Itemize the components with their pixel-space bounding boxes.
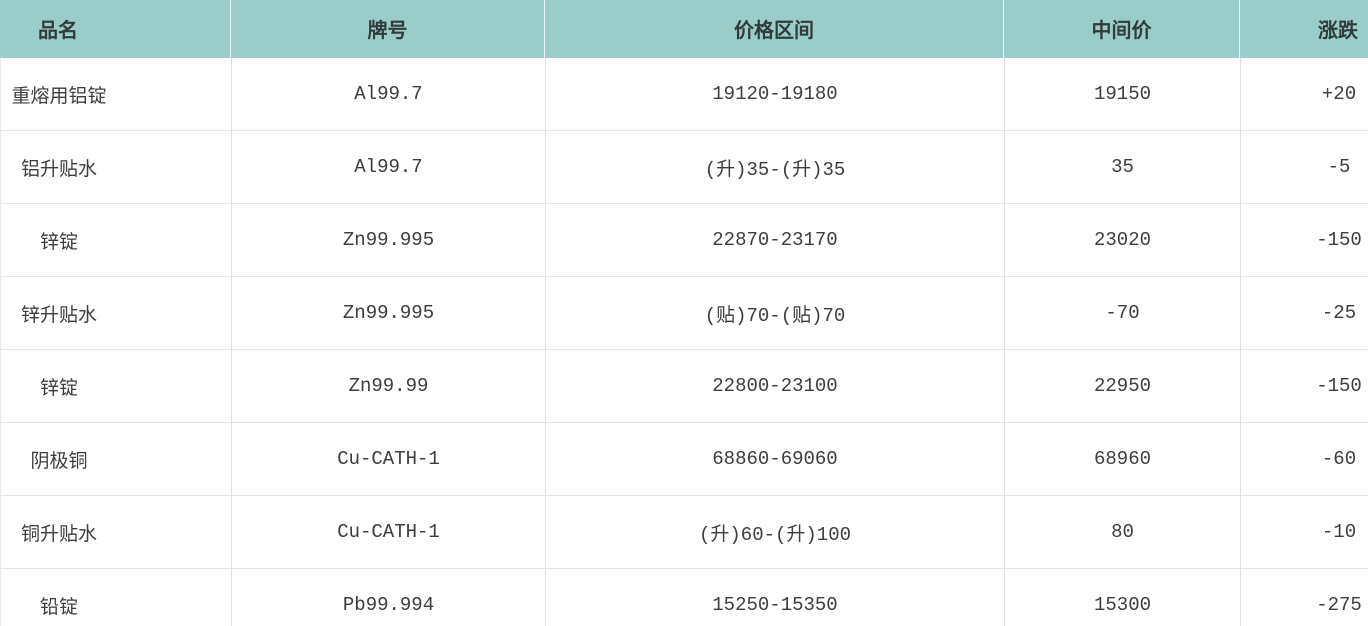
- cell-product-name: 铝升贴水: [1, 131, 232, 203]
- column-header-price-range: 价格区间: [545, 0, 1004, 58]
- table-body: 重熔用铝锭 Al99.7 19120-19180 19150 +20 铝升贴水 …: [0, 58, 1368, 626]
- cell-change: -5: [1327, 156, 1351, 178]
- cell-product-name: 阴极铜: [1, 423, 232, 495]
- cell-mid-price: 68960: [1005, 423, 1241, 495]
- cell-product-name: 锌锭: [1, 204, 232, 276]
- table-header-row: 品名 牌号 价格区间 中间价 涨跌: [0, 0, 1368, 58]
- cell-product-name: 铜升贴水: [1, 496, 232, 568]
- table-row: 铝升贴水 Al99.7 (升)35-(升)35 35 -5: [1, 131, 1368, 204]
- column-header-change: 涨跌: [1318, 21, 1358, 44]
- table-row: 锌锭 Zn99.99 22800-23100 22950 -150: [1, 350, 1368, 423]
- table-row: 铅锭 Pb99.994 15250-15350 15300 -275: [1, 569, 1368, 626]
- cell-price-range: 22870-23170: [546, 204, 1005, 276]
- column-header-product: 品名: [0, 0, 231, 58]
- table-row: 锌锭 Zn99.995 22870-23170 23020 -150: [1, 204, 1368, 277]
- cell-price-range: 68860-69060: [546, 423, 1005, 495]
- cell-grade: Cu-CATH-1: [232, 423, 546, 495]
- cell-grade: Zn99.99: [232, 350, 546, 422]
- cell-grade: Al99.7: [232, 131, 546, 203]
- table-row: 铜升贴水 Cu-CATH-1 (升)60-(升)100 80 -10: [1, 496, 1368, 569]
- cell-change: -275: [1316, 594, 1362, 616]
- table-row: 阴极铜 Cu-CATH-1 68860-69060 68960 -60: [1, 423, 1368, 496]
- cell-mid-price: -70: [1005, 277, 1241, 349]
- cell-grade: Pb99.994: [232, 569, 546, 626]
- cell-price-range: (升)35-(升)35: [546, 131, 1005, 203]
- cell-mid-price: 35: [1005, 131, 1241, 203]
- cell-mid-price: 19150: [1005, 58, 1241, 130]
- cell-product-name: 锌锭: [1, 350, 232, 422]
- cell-grade: Zn99.995: [232, 204, 546, 276]
- cell-product-name: 铅锭: [1, 569, 232, 626]
- cell-product-name: 锌升贴水: [1, 277, 232, 349]
- cell-mid-price: 80: [1005, 496, 1241, 568]
- cell-mid-price: 23020: [1005, 204, 1241, 276]
- cell-product-name: 重熔用铝锭: [1, 58, 232, 130]
- column-header-mid-price: 中间价: [1004, 0, 1240, 58]
- cell-price-range: 19120-19180: [546, 58, 1005, 130]
- cell-change: -150: [1316, 375, 1362, 397]
- cell-price-range: (升)60-(升)100: [546, 496, 1005, 568]
- cell-change: -60: [1321, 448, 1357, 470]
- cell-grade: Zn99.995: [232, 277, 546, 349]
- table-row: 重熔用铝锭 Al99.7 19120-19180 19150 +20: [1, 58, 1368, 131]
- cell-grade: Cu-CATH-1: [232, 496, 546, 568]
- cell-change: +20: [1321, 83, 1357, 105]
- cell-change: -25: [1321, 302, 1357, 324]
- column-header-grade: 牌号: [231, 0, 545, 58]
- cell-price-range: 15250-15350: [546, 569, 1005, 626]
- cell-change: -150: [1316, 229, 1362, 251]
- cell-change: -10: [1321, 521, 1357, 543]
- cell-mid-price: 22950: [1005, 350, 1241, 422]
- cell-price-range: (贴)70-(贴)70: [546, 277, 1005, 349]
- cell-price-range: 22800-23100: [546, 350, 1005, 422]
- cell-grade: Al99.7: [232, 58, 546, 130]
- table-row: 锌升贴水 Zn99.995 (贴)70-(贴)70 -70 -25: [1, 277, 1368, 350]
- cell-mid-price: 15300: [1005, 569, 1241, 626]
